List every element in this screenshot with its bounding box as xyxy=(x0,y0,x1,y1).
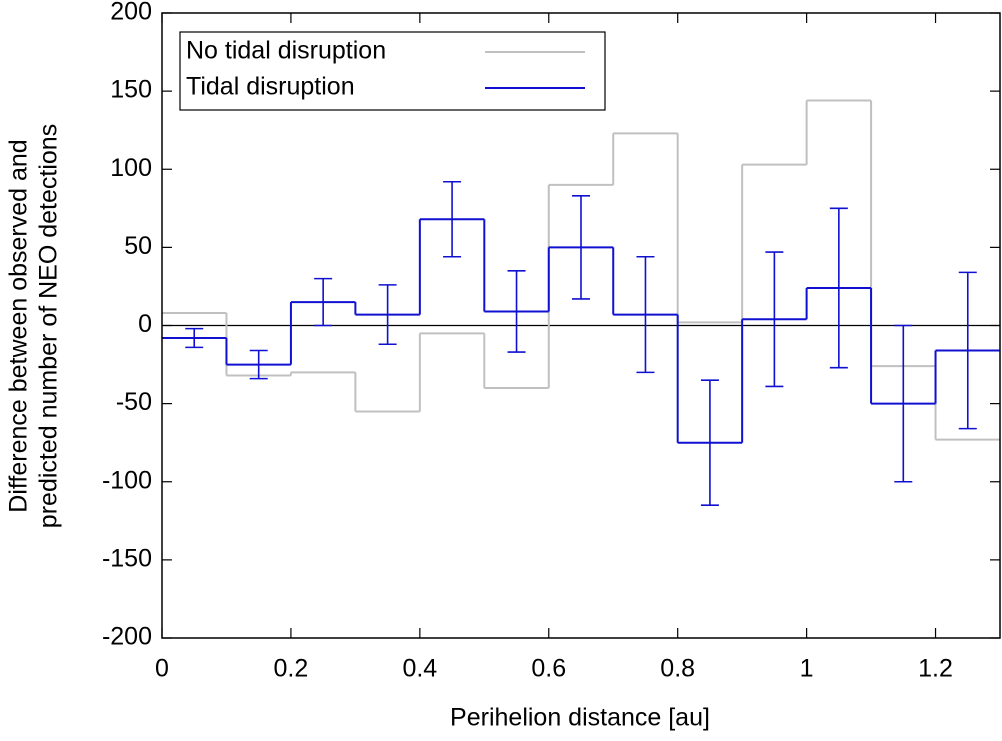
x-axis-label: Perihelion distance [au] xyxy=(450,704,710,732)
plot-frame xyxy=(161,12,1001,639)
y-tick-label: 100 xyxy=(110,154,152,182)
y-tick-label: -50 xyxy=(116,388,152,416)
error-bar xyxy=(765,251,784,388)
y-axis-label: predicted number of NEO detections xyxy=(35,124,63,528)
error-bar xyxy=(314,277,333,327)
error-bar xyxy=(185,327,204,349)
error-bar xyxy=(958,271,977,430)
error-bar xyxy=(443,180,462,258)
y-tick-label: -200 xyxy=(102,623,152,651)
x-tick-label: 0 xyxy=(155,655,169,683)
x-tick-label: 1.2 xyxy=(918,655,953,683)
error-bar xyxy=(572,195,590,300)
y-tick-label: 200 xyxy=(110,0,152,26)
error-bar xyxy=(829,207,848,369)
y-tick-label: 0 xyxy=(138,310,152,338)
x-tick-label: 0.4 xyxy=(402,655,437,683)
x-tick-label: 0.8 xyxy=(660,655,695,683)
y-tick-label: -150 xyxy=(102,544,152,572)
error-bar xyxy=(507,270,526,353)
error-bar xyxy=(636,255,655,374)
error-bar xyxy=(700,379,719,506)
y-axis-label: Difference between observed and xyxy=(5,139,33,512)
legend-label: No tidal disruption xyxy=(186,37,386,65)
x-tick-label: 0.6 xyxy=(531,655,566,683)
error-bar xyxy=(378,284,397,346)
y-tick-label: 50 xyxy=(124,232,152,260)
legend-box xyxy=(179,31,606,111)
error-bar xyxy=(894,324,913,483)
x-tick-label: 0.2 xyxy=(274,655,309,683)
error-bar xyxy=(249,349,268,380)
y-tick-label: -100 xyxy=(102,466,152,494)
x-tick-label: 1 xyxy=(800,655,814,683)
legend-label: Tidal disruption xyxy=(186,73,355,101)
y-tick-label: 150 xyxy=(110,76,152,104)
